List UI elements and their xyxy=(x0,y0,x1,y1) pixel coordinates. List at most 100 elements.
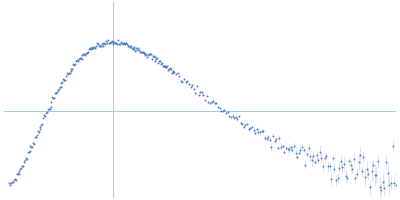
Point xyxy=(357,154,364,157)
Point xyxy=(268,146,274,149)
Point xyxy=(12,177,18,180)
Point xyxy=(56,87,62,90)
Point xyxy=(85,50,91,53)
Point xyxy=(60,77,66,81)
Point xyxy=(254,127,260,130)
Point xyxy=(74,58,80,61)
Point xyxy=(249,125,255,128)
Point xyxy=(134,48,140,51)
Point xyxy=(234,118,241,121)
Point xyxy=(220,109,226,112)
Point xyxy=(9,180,15,183)
Point xyxy=(11,178,17,181)
Point xyxy=(179,80,186,83)
Point xyxy=(82,53,88,56)
Point xyxy=(354,172,360,175)
Point xyxy=(65,72,71,76)
Point xyxy=(150,55,157,58)
Point xyxy=(362,176,368,179)
Point xyxy=(81,52,88,55)
Point xyxy=(121,42,128,45)
Point xyxy=(142,54,149,57)
Point xyxy=(144,55,150,58)
Point xyxy=(42,115,48,118)
Point xyxy=(101,41,108,44)
Point xyxy=(380,180,386,183)
Point xyxy=(280,144,286,148)
Point xyxy=(375,159,381,162)
Point xyxy=(199,91,205,94)
Point xyxy=(194,85,200,88)
Point xyxy=(291,144,297,147)
Point xyxy=(86,47,92,50)
Point xyxy=(43,111,49,114)
Point xyxy=(273,138,279,141)
Point xyxy=(69,67,76,70)
Point xyxy=(310,155,316,158)
Point xyxy=(46,107,53,110)
Point xyxy=(111,41,118,44)
Point xyxy=(115,39,121,42)
Point xyxy=(128,44,134,47)
Point xyxy=(33,135,39,138)
Point xyxy=(124,43,130,46)
Point xyxy=(308,159,315,162)
Point xyxy=(347,163,354,166)
Point xyxy=(148,57,155,61)
Point xyxy=(8,182,14,185)
Point xyxy=(19,165,26,168)
Point xyxy=(370,163,376,166)
Point xyxy=(313,154,320,157)
Point xyxy=(262,136,268,139)
Point xyxy=(112,41,118,44)
Point xyxy=(40,116,46,119)
Point xyxy=(250,129,257,132)
Point xyxy=(299,146,305,149)
Point xyxy=(102,43,108,46)
Point xyxy=(48,100,55,104)
Point xyxy=(228,115,234,119)
Point xyxy=(368,169,375,172)
Point xyxy=(14,173,20,176)
Point xyxy=(334,176,341,180)
Point xyxy=(346,160,352,163)
Point xyxy=(276,137,283,140)
Point xyxy=(136,49,142,52)
Point xyxy=(330,156,336,160)
Point xyxy=(174,72,181,75)
Point xyxy=(322,156,328,159)
Point xyxy=(147,53,153,56)
Point xyxy=(92,46,98,49)
Point xyxy=(10,181,16,184)
Point xyxy=(37,127,44,131)
Point xyxy=(29,145,36,148)
Point xyxy=(247,127,254,130)
Point xyxy=(205,101,212,104)
Point xyxy=(76,58,82,61)
Point xyxy=(107,42,113,45)
Point xyxy=(145,53,151,56)
Point xyxy=(292,152,299,155)
Point xyxy=(325,165,331,168)
Point xyxy=(171,71,178,74)
Point xyxy=(182,80,189,84)
Point xyxy=(62,79,68,82)
Point xyxy=(21,160,27,163)
Point xyxy=(155,62,161,65)
Point xyxy=(255,131,262,134)
Point xyxy=(108,41,114,44)
Point xyxy=(359,170,365,173)
Point xyxy=(91,46,98,49)
Point xyxy=(165,68,172,71)
Point xyxy=(114,42,120,45)
Point xyxy=(146,53,152,56)
Point xyxy=(78,58,85,61)
Point xyxy=(18,167,24,170)
Point xyxy=(28,145,34,148)
Point xyxy=(296,151,302,154)
Point xyxy=(399,187,400,190)
Point xyxy=(383,160,389,163)
Point xyxy=(275,146,281,150)
Point xyxy=(286,148,292,151)
Point xyxy=(116,42,122,45)
